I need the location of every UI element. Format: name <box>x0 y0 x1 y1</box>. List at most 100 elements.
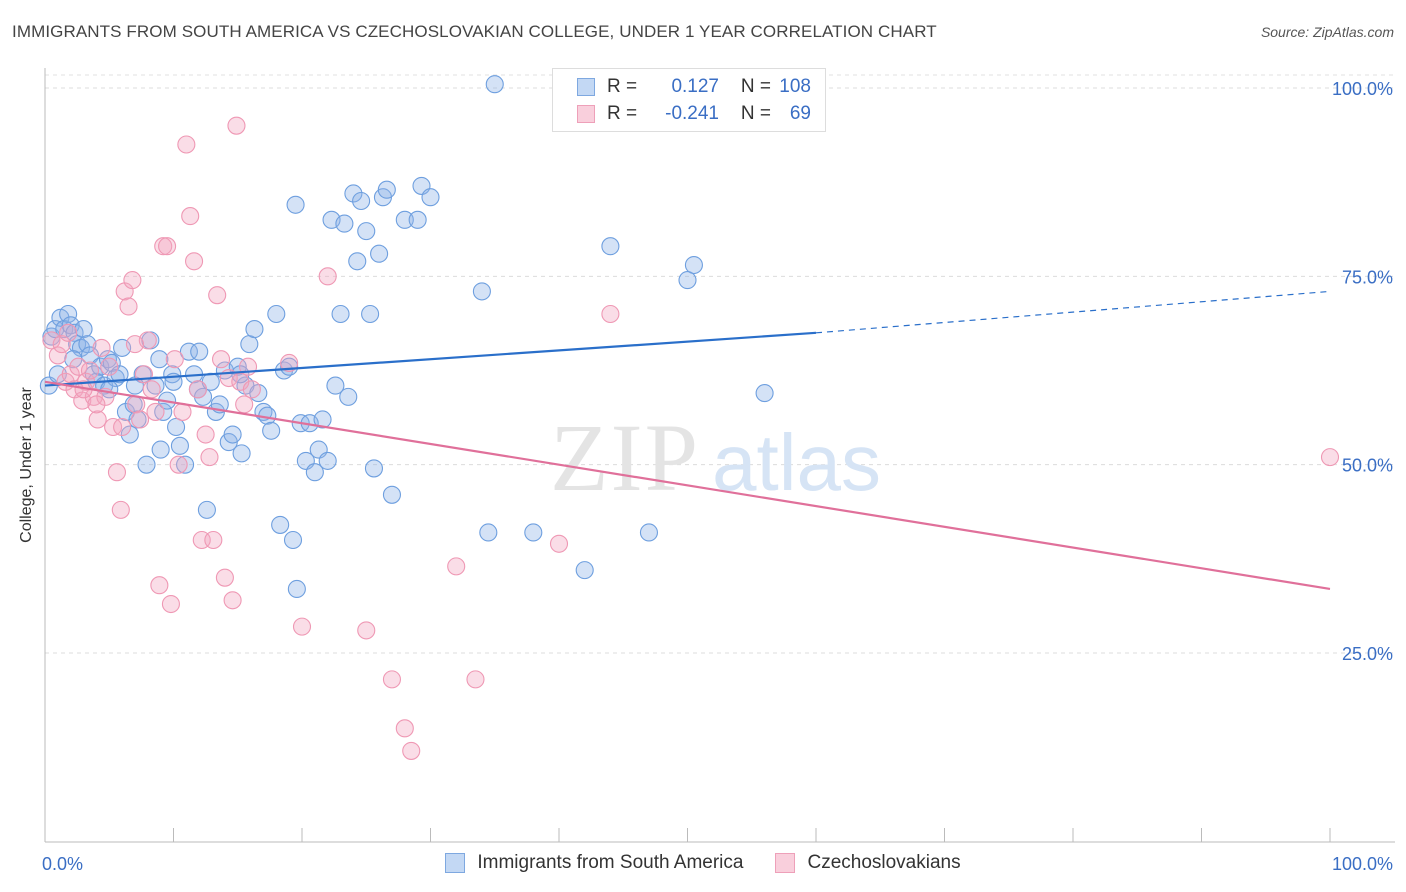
point-czechoslovakians <box>154 237 173 256</box>
point-south-america <box>59 304 78 324</box>
point-south-america <box>331 304 350 324</box>
point-czechoslovakians <box>200 448 219 467</box>
y-tick-label: 50.0% <box>1342 456 1393 476</box>
point-south-america <box>197 500 216 519</box>
point-czechoslovakians <box>395 719 414 738</box>
point-czechoslovakians <box>177 135 196 154</box>
point-czechoslovakians <box>165 350 184 369</box>
stats-legend: R = 0.127 N = 108 R = -0.241 N = 69 <box>552 68 826 132</box>
point-south-america <box>357 222 376 241</box>
point-south-america <box>601 237 620 256</box>
point-south-america <box>335 214 354 233</box>
point-czechoslovakians <box>196 425 215 444</box>
point-south-america <box>110 365 129 384</box>
point-south-america <box>78 335 97 354</box>
point-south-america <box>179 342 198 361</box>
r-label: R = <box>607 103 638 124</box>
point-south-america <box>352 191 371 211</box>
point-south-america <box>245 320 264 339</box>
point-south-america <box>485 75 504 94</box>
point-south-america <box>755 384 774 403</box>
point-south-america <box>344 184 363 203</box>
point-czechoslovakians <box>125 335 144 354</box>
x-tick-label-min: 0.0% <box>42 854 83 874</box>
n-label: N = <box>740 103 771 124</box>
x-tick-label-max: 100.0% <box>1332 854 1393 874</box>
point-czechoslovakians <box>188 380 207 399</box>
south-america-swatch <box>445 853 466 873</box>
point-czechoslovakians <box>146 402 165 421</box>
point-czechoslovakians <box>158 237 177 256</box>
point-south-america <box>370 244 389 263</box>
legend-item-czechoslovakians[interactable]: Czechoslovakians <box>775 852 961 874</box>
point-czechoslovakians <box>242 380 261 399</box>
watermark: ZIP atlas <box>550 404 881 511</box>
point-south-america <box>364 459 384 478</box>
axes <box>44 68 1395 843</box>
source-label: Source: ZipAtlas.com <box>1260 24 1394 40</box>
point-south-america <box>318 451 337 470</box>
point-czechoslovakians <box>292 617 312 636</box>
czechoslovakians-swatch <box>775 853 796 873</box>
point-czechoslovakians <box>69 357 88 376</box>
point-south-america <box>267 304 286 324</box>
point-czechoslovakians <box>48 346 67 365</box>
point-czechoslovakians <box>131 410 150 429</box>
point-czechoslovakians <box>208 286 227 305</box>
point-czechoslovakians <box>181 207 200 226</box>
point-south-america <box>232 444 251 463</box>
point-south-america <box>280 357 299 376</box>
point-south-america <box>326 376 345 395</box>
point-czechoslovakians <box>601 304 620 324</box>
point-czechoslovakians <box>111 500 130 519</box>
point-south-america <box>240 335 259 354</box>
point-czechoslovakians <box>100 357 119 376</box>
point-south-america <box>408 210 427 229</box>
trend-lines <box>44 290 1331 591</box>
r-label: R = <box>607 76 638 97</box>
point-south-america <box>286 195 305 214</box>
point-czechoslovakians <box>382 670 402 689</box>
point-czechoslovakians <box>466 670 485 689</box>
point-czechoslovakians <box>59 323 78 342</box>
stats-row-czechoslovakians: R = -0.241 N = 69 <box>553 100 811 128</box>
point-czechoslovakians <box>318 267 337 286</box>
trend-line-czechoslovakians <box>44 380 1331 591</box>
point-czechoslovakians <box>211 350 231 369</box>
point-czechoslovakians <box>142 380 161 399</box>
point-south-america <box>305 463 324 482</box>
point-czechoslovakians <box>215 568 234 587</box>
point-south-america <box>283 530 303 550</box>
point-south-america <box>65 323 84 342</box>
point-czechoslovakians <box>80 361 100 380</box>
point-south-america <box>154 402 173 421</box>
point-south-america <box>150 350 169 369</box>
point-south-america <box>421 188 440 207</box>
point-south-america <box>348 252 367 271</box>
y-tick-label: 100.0% <box>1332 79 1393 99</box>
point-south-america <box>395 210 414 229</box>
point-czechoslovakians <box>92 338 111 357</box>
point-czechoslovakians <box>227 116 246 135</box>
y-tick-label: 25.0% <box>1342 644 1393 664</box>
point-czechoslovakians <box>235 395 254 414</box>
legend-item-south-america[interactable]: Immigrants from South America <box>445 852 743 874</box>
point-czechoslovakians <box>447 557 466 576</box>
point-czechoslovakians <box>1320 448 1340 467</box>
point-south-america <box>479 523 498 542</box>
point-south-america <box>120 425 139 444</box>
point-south-america <box>176 455 195 474</box>
point-south-america <box>190 342 209 361</box>
r-value: 0.127 <box>671 76 719 97</box>
y-tick-label: 75.0% <box>1342 267 1393 287</box>
point-south-america <box>684 255 703 275</box>
n-value: 108 <box>779 76 811 97</box>
stats-row-south-america: R = 0.127 N = 108 <box>553 73 811 101</box>
watermark-zip: ZIP <box>550 404 700 511</box>
point-south-america <box>231 365 250 384</box>
point-south-america <box>74 320 93 339</box>
point-south-america <box>271 515 290 534</box>
point-south-america <box>167 417 186 437</box>
n-value: 69 <box>789 103 811 124</box>
point-south-america <box>163 365 182 384</box>
